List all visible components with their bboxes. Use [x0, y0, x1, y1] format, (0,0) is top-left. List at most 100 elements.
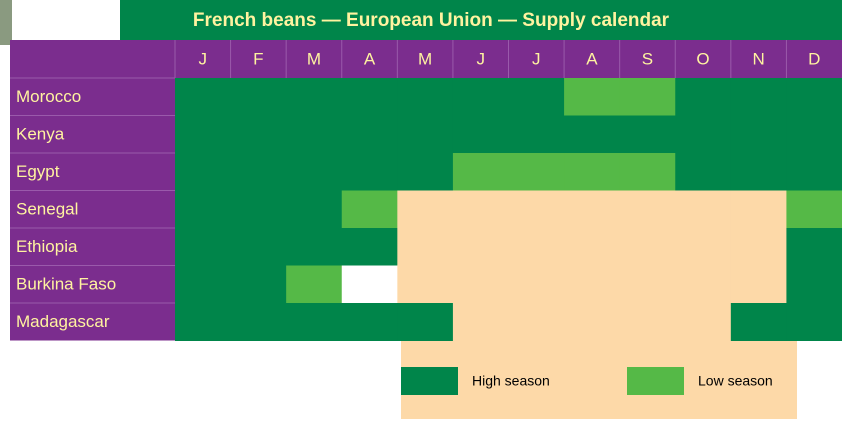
calendar-cell	[286, 78, 342, 116]
calendar-cell	[786, 266, 842, 304]
calendar-cell	[231, 266, 287, 304]
calendar-cell	[231, 303, 287, 341]
calendar-cell	[453, 266, 509, 304]
calendar-cell	[731, 191, 787, 229]
calendar-cell	[175, 116, 231, 154]
calendar-cell	[453, 191, 509, 229]
calendar-cell	[564, 266, 620, 304]
calendar-cell	[786, 303, 842, 341]
calendar-cell	[397, 153, 453, 191]
calendar-cell	[286, 153, 342, 191]
calendar-cell	[175, 266, 231, 304]
row-label: Senegal	[16, 200, 78, 219]
month-label: O	[696, 49, 709, 68]
calendar-cell	[286, 266, 342, 304]
calendar-cell	[620, 228, 676, 266]
photo-fragment	[0, 0, 12, 45]
calendar-cell	[509, 78, 565, 116]
legend-label: Low season	[698, 373, 773, 389]
calendar-cell	[231, 116, 287, 154]
calendar-cell	[453, 78, 509, 116]
title: French beans — European Union — Supply c…	[193, 10, 670, 31]
month-label: M	[418, 49, 432, 68]
calendar-cell	[620, 78, 676, 116]
calendar-cell	[509, 153, 565, 191]
calendar-cell	[786, 116, 842, 154]
calendar-cell	[620, 303, 676, 341]
calendar-cell	[342, 153, 398, 191]
legend-label: High season	[472, 373, 550, 389]
calendar-cell	[175, 153, 231, 191]
calendar-cell	[564, 191, 620, 229]
calendar-cell	[231, 191, 287, 229]
calendar-cell	[675, 116, 731, 154]
calendar-cell	[786, 78, 842, 116]
calendar-cell	[509, 303, 565, 341]
calendar-cell	[564, 228, 620, 266]
calendar-cell	[231, 78, 287, 116]
month-label: M	[307, 49, 321, 68]
calendar-cell	[731, 228, 787, 266]
calendar-cell	[175, 303, 231, 341]
calendar-cell	[731, 303, 787, 341]
calendar-cell	[342, 228, 398, 266]
calendar-cell	[731, 266, 787, 304]
calendar-cell	[509, 228, 565, 266]
calendar-cell	[675, 153, 731, 191]
calendar-cell	[509, 266, 565, 304]
calendar-cell	[620, 266, 676, 304]
calendar-cell	[731, 78, 787, 116]
row-label: Morocco	[16, 87, 81, 106]
calendar-cell	[509, 191, 565, 229]
calendar-cell	[675, 78, 731, 116]
calendar-cell	[564, 116, 620, 154]
row-label: Ethiopia	[16, 237, 78, 256]
calendar-cell	[620, 153, 676, 191]
calendar-cell	[564, 303, 620, 341]
calendar-cell	[286, 228, 342, 266]
calendar-cell	[453, 228, 509, 266]
calendar-cell	[786, 153, 842, 191]
calendar-cell	[175, 78, 231, 116]
month-label: J	[199, 49, 208, 68]
calendar-cell	[397, 78, 453, 116]
calendar-cell	[286, 116, 342, 154]
month-label: A	[586, 49, 598, 68]
supply-calendar: French beans — European Union — Supply c…	[0, 0, 842, 419]
calendar-cell	[453, 116, 509, 154]
row-label: Egypt	[16, 162, 60, 181]
calendar-cell	[397, 266, 453, 304]
legend-swatch	[401, 367, 458, 395]
calendar-cell	[231, 153, 287, 191]
calendar-cell	[286, 303, 342, 341]
month-label: S	[642, 49, 653, 68]
calendar-cell	[342, 78, 398, 116]
month-label: D	[808, 49, 820, 68]
calendar-cell	[286, 191, 342, 229]
calendar-cell	[397, 303, 453, 341]
calendar-cell	[620, 191, 676, 229]
calendar-cell	[397, 116, 453, 154]
calendar-cell	[342, 116, 398, 154]
calendar-cell	[453, 303, 509, 341]
calendar-cell	[397, 228, 453, 266]
calendar-cell	[675, 228, 731, 266]
calendar-cell	[675, 191, 731, 229]
calendar-cell	[675, 303, 731, 341]
calendar-cell	[509, 116, 565, 154]
row-label: Burkina Faso	[16, 275, 116, 294]
calendar-cell	[731, 116, 787, 154]
month-label: J	[532, 49, 541, 68]
legend-swatch	[627, 367, 684, 395]
calendar-cell	[786, 191, 842, 229]
month-label: J	[476, 49, 485, 68]
month-label: A	[364, 49, 376, 68]
calendar-cell	[175, 228, 231, 266]
calendar-cell	[731, 153, 787, 191]
calendar-cell	[564, 78, 620, 116]
calendar-cell	[564, 153, 620, 191]
row-label: Kenya	[16, 125, 65, 144]
calendar-cell	[675, 266, 731, 304]
month-label: N	[752, 49, 764, 68]
calendar-cell	[453, 153, 509, 191]
